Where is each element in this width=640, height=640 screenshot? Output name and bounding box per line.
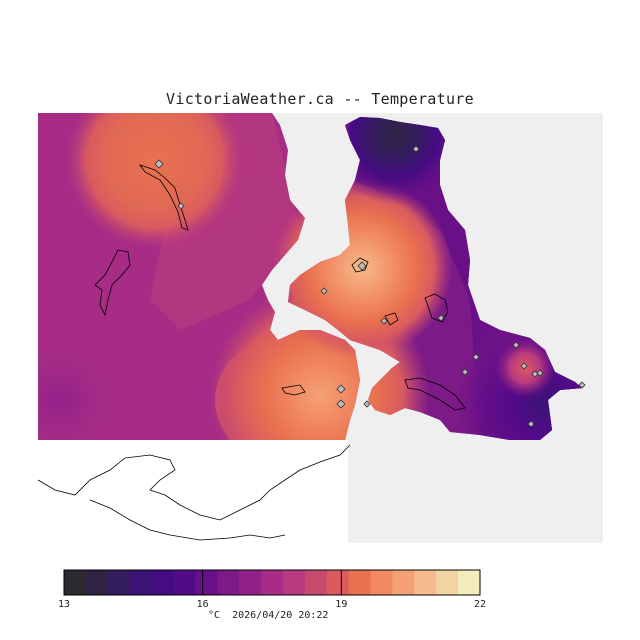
station-marker[interactable] (437, 314, 445, 322)
legend-swatch (392, 570, 415, 595)
legend-tick-label: 22 (474, 599, 486, 610)
station-marker[interactable] (520, 362, 528, 370)
station-marker[interactable] (461, 368, 469, 376)
legend-swatch (304, 570, 328, 595)
legend-ticks: 13 16 19 22 (58, 570, 486, 610)
coastlines (37, 164, 466, 541)
station-marker[interactable] (512, 341, 520, 349)
island-nw (138, 164, 189, 231)
legend-swatch (261, 570, 284, 595)
mainland-south-2 (89, 499, 286, 541)
legend-swatch (217, 570, 240, 595)
station-marker[interactable] (357, 261, 367, 271)
legend-swatch (414, 570, 437, 595)
legend-swatch (173, 570, 196, 595)
peninsula-coast (351, 257, 369, 273)
legend-swatch (129, 570, 153, 595)
station-marker[interactable] (336, 399, 346, 409)
legend-swatch (458, 570, 481, 595)
station-marker[interactable] (412, 145, 420, 153)
station-marker[interactable] (380, 317, 388, 325)
units-label: °C (208, 610, 221, 621)
legend-tick-label: 16 (197, 599, 209, 610)
legend-swatch (195, 570, 218, 595)
legend-swatch (239, 570, 262, 595)
station-marker[interactable] (177, 202, 185, 210)
legend-caption: °C 2026/04/20 20:22 (208, 610, 328, 621)
island-west (94, 249, 131, 317)
legend-tick-label: 13 (58, 599, 70, 610)
island-east-1 (424, 293, 449, 323)
legend-swatch (436, 570, 459, 595)
legend-swatch (370, 570, 393, 595)
map-title: VictoriaWeather.ca -- Temperature (166, 90, 474, 108)
legend-swatch (348, 570, 372, 595)
legend-swatch (151, 570, 174, 595)
station-marker[interactable] (320, 287, 328, 295)
station-marker[interactable] (472, 353, 480, 361)
legend-swatches (64, 570, 481, 595)
legend-swatch (107, 570, 131, 595)
station-marker[interactable] (536, 369, 544, 377)
mainland-south (37, 444, 351, 521)
island-east-2 (384, 312, 399, 326)
legend-swatch (282, 570, 306, 595)
station-marker[interactable] (578, 381, 586, 389)
station-markers (154, 145, 586, 428)
legend-swatch (326, 570, 350, 595)
station-marker[interactable] (363, 400, 371, 408)
legend-swatch (85, 570, 109, 595)
island-central-small (281, 384, 306, 396)
station-marker[interactable] (336, 384, 346, 394)
island-south-1 (404, 377, 466, 411)
station-marker[interactable] (527, 420, 535, 428)
legend-tick-label: 19 (335, 599, 347, 610)
no-data-area (38, 440, 348, 543)
timestamp: 2026/04/20 20:22 (232, 610, 329, 621)
station-marker[interactable] (154, 159, 164, 169)
legend-swatch (64, 570, 87, 595)
